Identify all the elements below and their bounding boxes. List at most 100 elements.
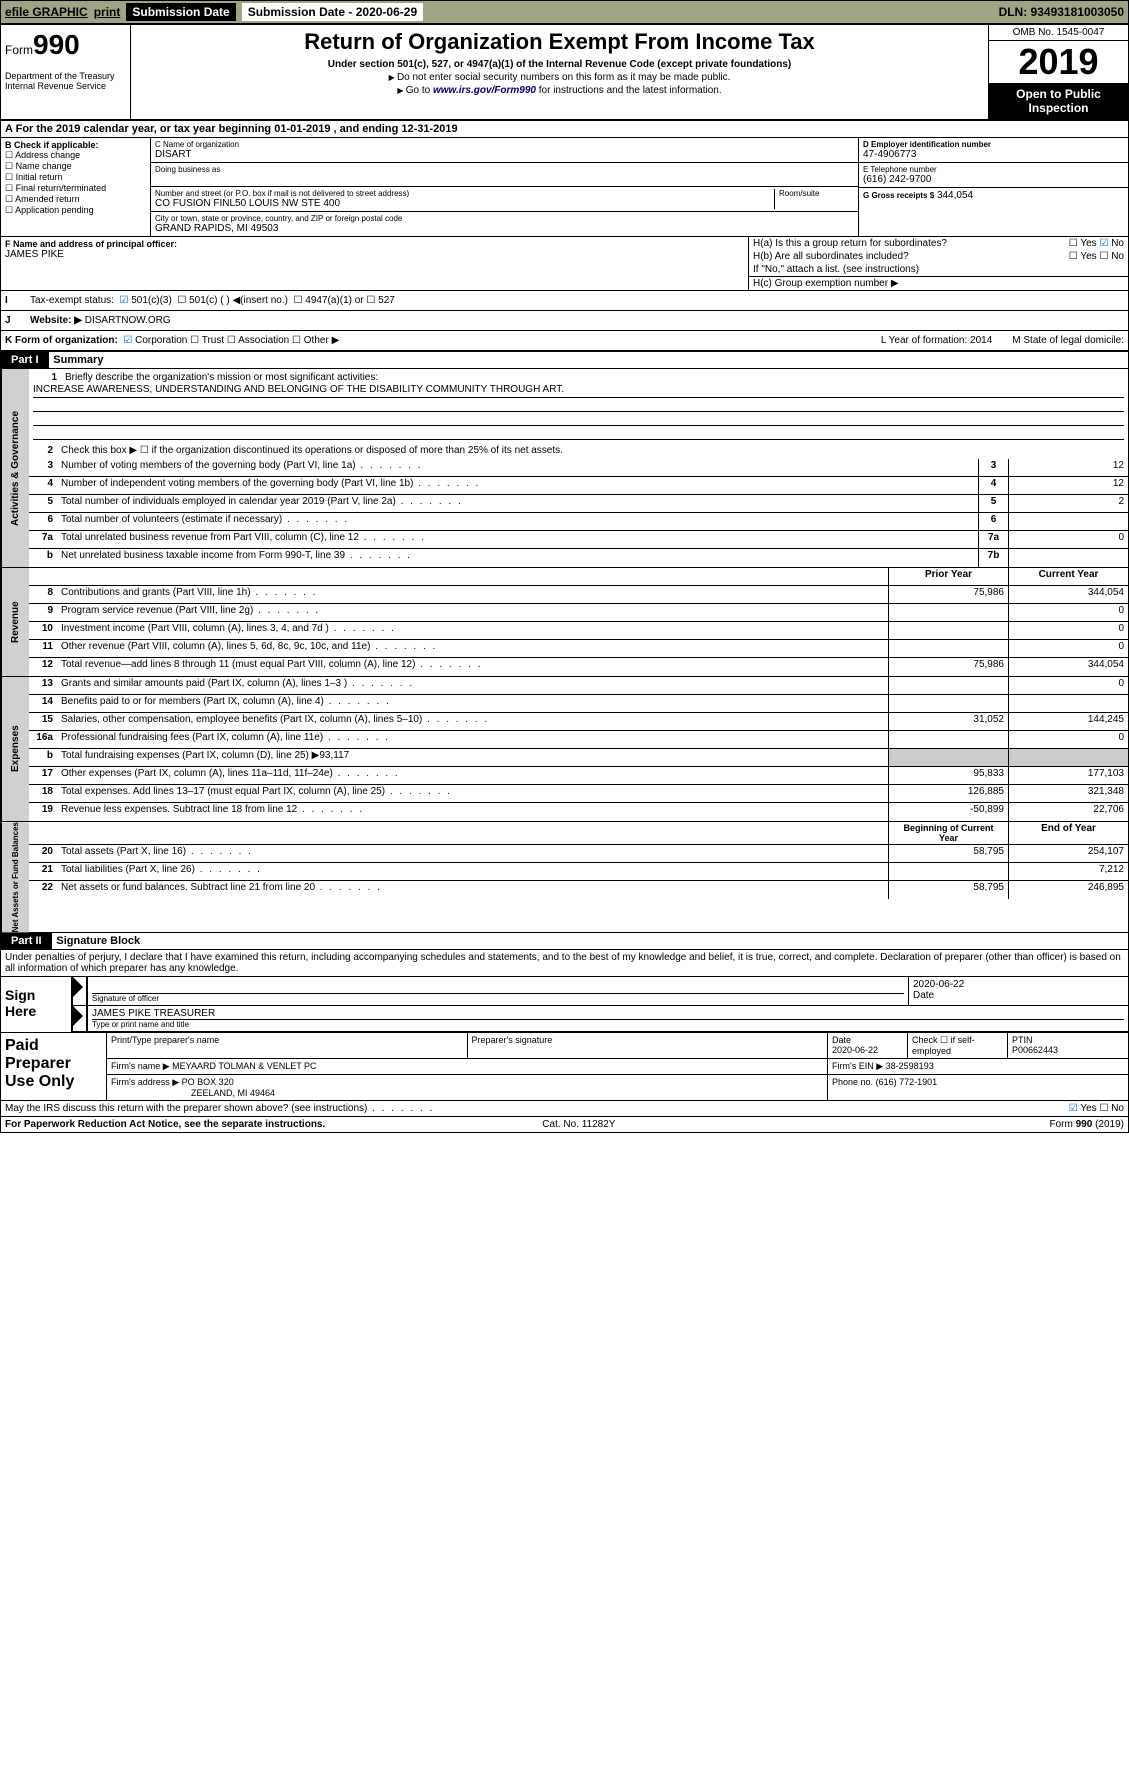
form-id-box: Form990 Department of the Treasury Inter… — [1, 25, 131, 119]
prior-12: 75,986 — [888, 658, 1008, 676]
val-5: 2 — [1008, 495, 1128, 512]
chk-501c3[interactable]: 501(c)(3) — [119, 295, 171, 306]
signer-name-label: Type or print name and title — [92, 1019, 1124, 1029]
note-link: Go to www.irs.gov/Form990 for instructio… — [135, 85, 984, 96]
website: DISARTNOW.ORG — [85, 315, 171, 326]
print-link[interactable]: print — [94, 5, 121, 19]
h-b-note: If "No," attach a list. (see instruction… — [753, 264, 1124, 275]
chk-address-change[interactable]: Address change — [5, 150, 146, 161]
addr: CO FUSION FINL50 LOUIS NW STE 400 — [155, 198, 774, 209]
ha-no[interactable]: No — [1099, 238, 1124, 249]
discuss-yes[interactable]: Yes — [1069, 1103, 1097, 1114]
curr-18: 321,348 — [1008, 785, 1128, 802]
ein-label: D Employer identification number — [863, 140, 1124, 149]
chk-527[interactable]: 527 — [366, 295, 394, 306]
chk-other[interactable]: Other ▶ — [292, 335, 339, 346]
room-label: Room/suite — [779, 189, 854, 198]
part1-title: Summary — [51, 352, 105, 368]
curr-11: 0 — [1008, 640, 1128, 657]
chk-4947[interactable]: 4947(a)(1) or — [294, 295, 364, 306]
discuss-question: May the IRS discuss this return with the… — [5, 1103, 434, 1114]
city-label: City or town, state or province, country… — [155, 214, 854, 223]
chk-name-change[interactable]: Name change — [5, 161, 146, 172]
val-4: 12 — [1008, 477, 1128, 494]
hdr-prior: Prior Year — [888, 568, 1008, 585]
prior-14 — [888, 695, 1008, 712]
chk-final-return[interactable]: Final return/terminated — [5, 183, 146, 194]
gross-label: G Gross receipts $ — [863, 191, 934, 200]
firm-name-label: Firm's name ▶ — [111, 1061, 170, 1071]
firm-ein: 38-2598193 — [886, 1061, 934, 1071]
curr-10: 0 — [1008, 622, 1128, 639]
sign-arrow2-icon — [73, 1006, 83, 1026]
side-expenses: Expenses — [1, 677, 29, 821]
form-title: Return of Organization Exempt From Incom… — [135, 29, 984, 55]
line-8: Contributions and grants (Part VIII, lin… — [57, 586, 888, 603]
prior-22: 58,795 — [888, 881, 1008, 899]
prep-sig-label: Preparer's signature — [472, 1035, 553, 1045]
chk-501c[interactable]: 501(c) ( ) ◀(insert no.) — [177, 295, 288, 306]
curr-17: 177,103 — [1008, 767, 1128, 784]
officer-name: JAMES PIKE — [5, 249, 744, 260]
chk-assoc[interactable]: Association — [227, 335, 289, 346]
submission-date: Submission Date - 2020-06-29 — [242, 3, 423, 21]
signer-name: JAMES PIKE TREASURER — [92, 1008, 1124, 1019]
line-3: Number of voting members of the governin… — [57, 459, 978, 476]
prep-date: 2020-06-22 — [832, 1045, 878, 1055]
tax-year: 2019 — [989, 41, 1128, 83]
discuss-no[interactable]: No — [1099, 1103, 1124, 1114]
chk-corp[interactable]: Corporation — [123, 335, 187, 346]
line-4: Number of independent voting members of … — [57, 477, 978, 494]
hb-no[interactable]: No — [1099, 251, 1124, 262]
val-7a: 0 — [1008, 531, 1128, 548]
line-17: Other expenses (Part IX, column (A), lin… — [57, 767, 888, 784]
ha-yes[interactable]: Yes — [1069, 238, 1097, 249]
line-9: Program service revenue (Part VIII, line… — [57, 604, 888, 621]
line-15: Salaries, other compensation, employee b… — [57, 713, 888, 730]
ein: 47-4906773 — [863, 149, 1124, 160]
curr-19: 22,706 — [1008, 803, 1128, 821]
line-b: Total fundraising expenses (Part IX, col… — [57, 749, 888, 766]
efile-link[interactable]: efile GRAPHIC — [5, 5, 88, 19]
firm-name: MEYAARD TOLMAN & VENLET PC — [172, 1061, 316, 1071]
line-12: Total revenue—add lines 8 through 11 (mu… — [57, 658, 888, 676]
top-toolbar: efile GRAPHIC print Submission Date Subm… — [0, 0, 1129, 24]
curr-8: 344,054 — [1008, 586, 1128, 603]
side-revenue: Revenue — [1, 568, 29, 676]
hdr-begin: Beginning of Current Year — [888, 822, 1008, 844]
phone-label: E Telephone number — [863, 165, 1124, 174]
part1-header: Part I — [1, 352, 49, 368]
line-18: Total expenses. Add lines 13–17 (must eq… — [57, 785, 888, 802]
submission-label: Submission Date — [126, 3, 235, 21]
year-formation: L Year of formation: 2014 — [881, 335, 992, 346]
line-b: Net unrelated business taxable income fr… — [57, 549, 978, 567]
foot-left: For Paperwork Reduction Act Notice, see … — [5, 1119, 325, 1130]
line-5: Total number of individuals employed in … — [57, 495, 978, 512]
chk-initial-return[interactable]: Initial return — [5, 172, 146, 183]
val-3: 12 — [1008, 459, 1128, 476]
chk-trust[interactable]: Trust — [190, 335, 224, 346]
h-c: H(c) Group exemption number ▶ — [753, 278, 1124, 289]
val-6 — [1008, 513, 1128, 530]
line-20: Total assets (Part X, line 16) — [57, 845, 888, 862]
omb-number: OMB No. 1545-0047 — [989, 25, 1128, 41]
phone: (616) 242-9700 — [863, 174, 1124, 185]
line-6: Total number of volunteers (estimate if … — [57, 513, 978, 530]
chk-app-pending[interactable]: Application pending — [5, 205, 146, 216]
form-org-label: K Form of organization: — [5, 335, 118, 346]
paid-preparer-label: Paid Preparer Use Only — [1, 1033, 106, 1100]
hb-yes[interactable]: Yes — [1069, 251, 1097, 262]
firm-addr-label: Firm's address ▶ — [111, 1077, 179, 1087]
prior-16a — [888, 731, 1008, 748]
sig-date: 2020-06-22 — [913, 979, 1124, 990]
chk-amended[interactable]: Amended return — [5, 194, 146, 205]
curr-13: 0 — [1008, 677, 1128, 694]
self-emp-check[interactable]: Check ☐ if self-employed — [908, 1033, 1008, 1058]
line-13: Grants and similar amounts paid (Part IX… — [57, 677, 888, 694]
prior-15: 31,052 — [888, 713, 1008, 730]
prior-19: -50,899 — [888, 803, 1008, 821]
prior-8: 75,986 — [888, 586, 1008, 603]
irs-link[interactable]: www.irs.gov/Form990 — [433, 85, 536, 96]
curr-9: 0 — [1008, 604, 1128, 621]
box-b: B Check if applicable: Address change Na… — [1, 138, 151, 236]
